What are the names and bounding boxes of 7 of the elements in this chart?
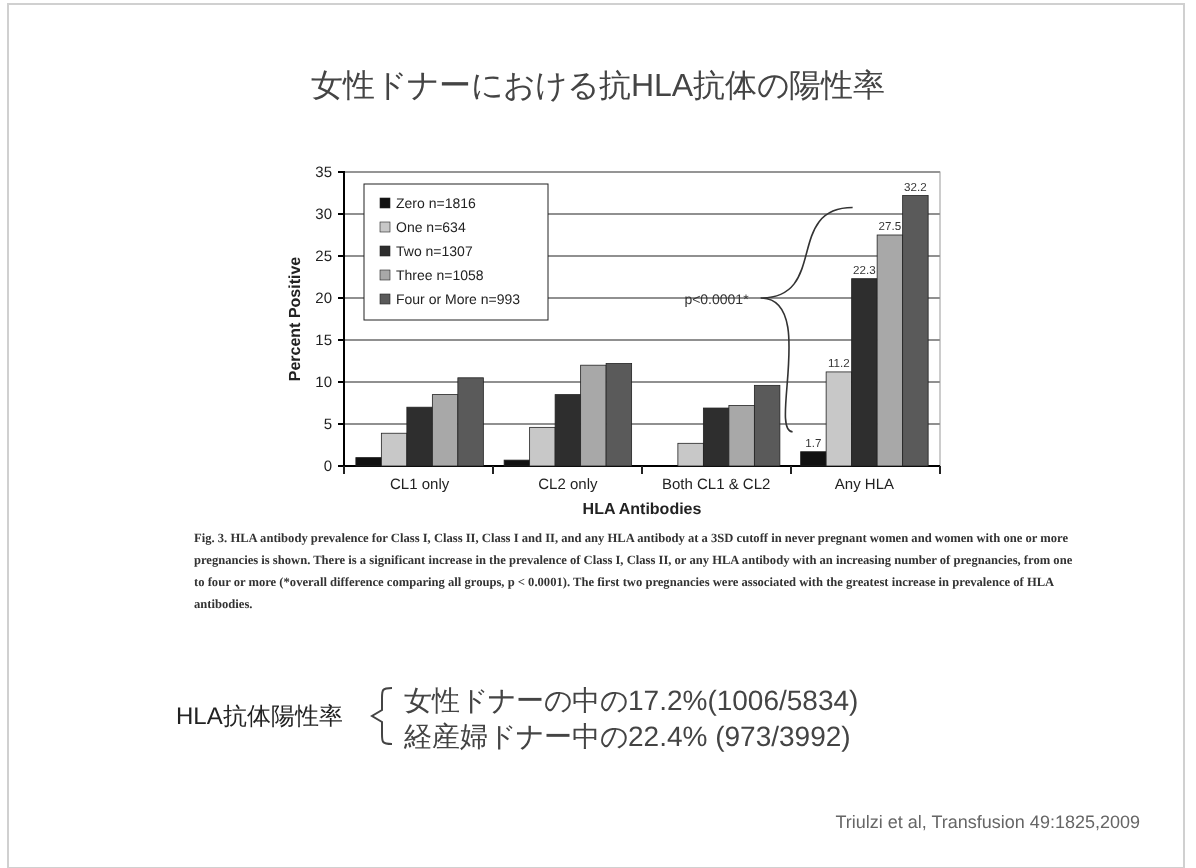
text: 女性ドナーの中の17.2%(1006/5834) (404, 684, 859, 716)
x-axis-title: HLA Antibodies (582, 500, 703, 518)
chart-title: 女性ドナーにおける抗HLA抗体の陽性率 (310, 68, 886, 104)
y-axis-title: Percent Positive (286, 255, 304, 382)
text: Triulzi et al, Transfusion 49:1825,2009 (835, 812, 1140, 832)
text: 経産婦ドナー中の22.4% (973/3992) (402, 720, 851, 752)
text: HLA抗体陽性率 (176, 702, 343, 730)
